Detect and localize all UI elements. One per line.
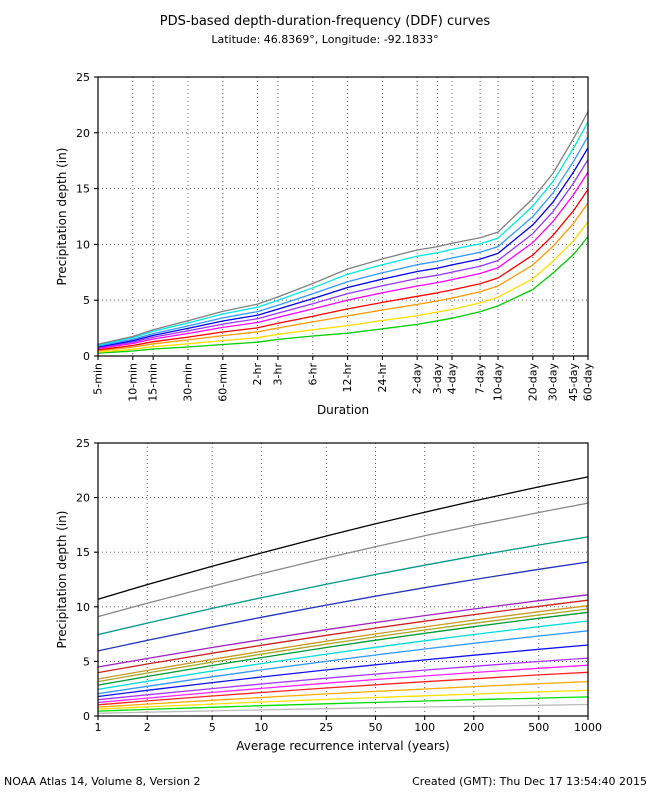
ddf-by-ari-ytick: 10 xyxy=(76,601,90,614)
ddf-by-ari-series-5-min xyxy=(97,703,589,714)
ddf-by-ari-xtick: 25 xyxy=(319,721,333,734)
ddf-by-duration-series-1-yr xyxy=(97,236,589,354)
ddf-by-ari-series-3-day xyxy=(97,608,589,683)
ddf-by-duration-xtick: 12-hr xyxy=(341,363,354,393)
ddf-by-ari-xtick: 500 xyxy=(528,721,549,734)
ddf-by-ari-series-30-day xyxy=(97,536,589,636)
ddf-by-duration-xtick: 45-day xyxy=(567,363,580,402)
ddf-by-ari-ytick: 0 xyxy=(83,710,90,723)
ddf-by-duration-ylabel: Precipitation depth (in) xyxy=(55,148,69,286)
footer-source-label: NOAA Atlas 14, Volume 8, Version 2 xyxy=(4,775,201,788)
ddf-by-ari-xtick: 1000 xyxy=(574,721,602,734)
ddf-by-ari-xtick: 100 xyxy=(414,721,435,734)
ddf-by-ari-series-10-day xyxy=(97,594,589,668)
figure-title: PDS-based depth-duration-frequency (DDF)… xyxy=(159,14,491,29)
ddf-by-duration-xtick: 10-min xyxy=(126,363,139,402)
ddf-by-duration-series-100-yr xyxy=(97,147,589,348)
ddf-by-duration-series-500-yr xyxy=(97,121,589,346)
ddf-by-duration-xtick: 24-hr xyxy=(376,363,389,393)
ddf-by-ari-xlabel: Average recurrence interval (years) xyxy=(236,739,449,753)
ddf-by-duration-xtick: 2-day xyxy=(411,363,424,395)
ddf-by-duration-xlabel: Duration xyxy=(317,403,369,417)
ddf-by-duration: 0 5 10 15 20 25 5-min 10-min 15-min 30-min 60-min 2… xyxy=(55,71,595,417)
ddf-by-duration-xtick: 30-min xyxy=(181,363,194,402)
ddf-by-ari-series-12-hr xyxy=(97,630,589,695)
ddf-by-ari-ytick: 20 xyxy=(76,492,90,505)
ddf-by-ari-series-3-hr xyxy=(97,657,589,701)
ddf-by-ari-series-10-min xyxy=(97,696,589,712)
ddf-by-duration-xtick: 6-hr xyxy=(306,363,319,386)
ddf-by-ari-ytick: 15 xyxy=(76,546,90,559)
ddf-by-ari-series-60-min xyxy=(97,671,589,706)
ddf-by-duration-series-5-yr xyxy=(97,202,589,352)
ddf-by-duration-xtick: 5-min xyxy=(92,363,105,395)
ddf-by-duration-xtick: 4-day xyxy=(446,363,459,395)
ddf-by-duration-xtick: 3-hr xyxy=(271,363,284,386)
ddf-by-duration-ytick: 20 xyxy=(76,127,90,140)
ddf-by-ari-series-2-day xyxy=(97,611,589,686)
ddf-by-duration-series-50-yr xyxy=(97,159,589,349)
ddf-by-ari-xtick: 2 xyxy=(144,721,151,734)
ddf-by-ari-series-7-day xyxy=(97,599,589,674)
ddf-by-duration-xtick: 7-day xyxy=(474,363,487,395)
ddf-by-ari-series-6-hr xyxy=(97,644,589,698)
ddf-by-duration-xtick: 60-day xyxy=(582,363,595,402)
ddf-by-duration-frame xyxy=(97,76,589,357)
ddf-by-duration-xtick: 60-min xyxy=(216,363,229,402)
ddf-by-ari-ylabel: Precipitation depth (in) xyxy=(55,511,69,649)
ddf-by-duration-series-2-yr xyxy=(97,221,589,353)
ddf-by-ari-ytick: 25 xyxy=(76,437,90,450)
ddf-by-ari-series-20-day xyxy=(97,561,589,652)
ddf-by-duration-xtick: 2-hr xyxy=(251,363,264,386)
ddf-by-duration-series-25-yr xyxy=(97,171,589,350)
figure-subtitle: Latitude: 46.8369°, Longitude: -92.1833° xyxy=(211,33,439,46)
ddf-by-duration-ytick: 15 xyxy=(76,183,90,196)
ddf-by-duration-ytick: 5 xyxy=(83,294,90,307)
ddf-by-duration-series-200-yr xyxy=(97,135,589,347)
ddf-by-ari-frame xyxy=(97,442,589,717)
ddf-by-duration-ytick: 10 xyxy=(76,238,90,251)
ddf-by-ari-xtick: 5 xyxy=(209,721,216,734)
ddf-by-duration-ytick: 25 xyxy=(76,71,90,84)
ddf-by-ari-series-24-hr xyxy=(97,620,589,691)
ddf-by-duration-xtick: 10-day xyxy=(492,363,505,402)
ddf-by-ari-xtick: 1 xyxy=(95,721,102,734)
ddf-by-duration-series-1000-yr xyxy=(97,111,589,345)
ddf-by-ari-series-60-day xyxy=(97,476,589,600)
ddf-by-duration-xtick: 15-min xyxy=(147,363,160,402)
ddf-by-duration-series-10-yr xyxy=(97,189,589,351)
ddf-by-ari-series-15-min xyxy=(97,689,589,710)
ddf-by-duration-xtick: 30-day xyxy=(547,363,560,402)
ddf-by-ari-series-30-min xyxy=(97,680,589,708)
ddf-by-ari-series-2-hr xyxy=(97,664,589,704)
ddf-by-ari-ytick: 5 xyxy=(83,655,90,668)
ddf-by-duration-ytick: 0 xyxy=(83,350,90,363)
ddf-by-duration-xtick: 3-day xyxy=(431,363,444,395)
ddf-by-ari-series-45-day xyxy=(97,502,589,618)
ddf-by-ari-xtick: 200 xyxy=(463,721,484,734)
ddf-by-duration-xtick: 20-day xyxy=(526,363,539,402)
ddf-by-ari-xtick: 10 xyxy=(254,721,268,734)
ddf-by-ari-series-4-day xyxy=(97,605,589,680)
ddf-by-ari-xtick: 50 xyxy=(369,721,383,734)
footer-created-label: Created (GMT): Thu Dec 17 13:54:40 2015 xyxy=(412,775,647,788)
